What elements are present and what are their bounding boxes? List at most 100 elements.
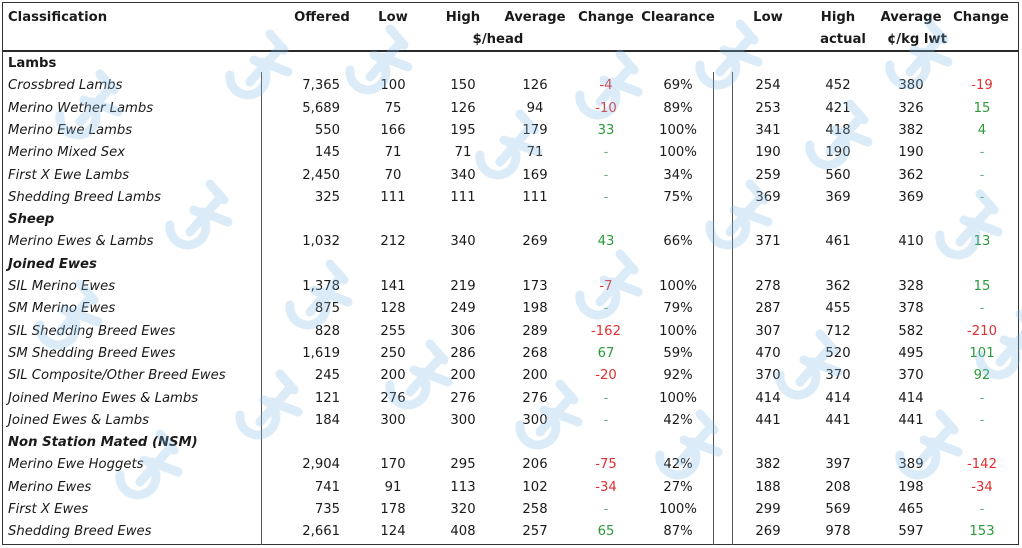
low-cell: 200 (380, 368, 406, 384)
high-kg-cell: 421 (825, 100, 851, 116)
change-cell: -34 (595, 479, 617, 495)
high-kg-cell: 190 (825, 145, 851, 161)
change-kg-cell: - (979, 412, 985, 428)
high-cell: 306 (450, 323, 476, 339)
offered-cell: 145 (314, 145, 340, 161)
low-cell: 70 (384, 167, 402, 183)
low-cell: 166 (380, 122, 406, 138)
change-cell: - (603, 390, 609, 406)
clearance-cell: 100% (659, 279, 697, 294)
low-kg-cell: 254 (755, 78, 781, 94)
column-divider-mid (713, 72, 714, 545)
average-cell: 200 (522, 368, 548, 384)
clearance-cell: 79% (663, 301, 693, 317)
low-kg-cell: 287 (755, 301, 781, 317)
clearance-cell: 27% (663, 479, 693, 495)
low-kg-cell: 371 (755, 234, 781, 250)
classification-cell: SM Shedding Breed Ewes (8, 345, 176, 361)
high-kg-cell: 560 (825, 167, 851, 183)
offered-cell: 1,619 (302, 345, 340, 361)
average-cell: 276 (522, 390, 548, 406)
classification-cell: First X Ewe Lambs (8, 167, 130, 183)
change-cell: -75 (595, 457, 617, 473)
high-cell: 408 (450, 524, 476, 540)
classification-cell: Shedding Breed Ewes (8, 524, 152, 540)
offered-cell: 550 (314, 122, 340, 138)
average-kg-cell: 326 (898, 100, 924, 116)
clearance-cell: 100% (659, 122, 697, 138)
high-kg-cell: 569 (825, 502, 851, 517)
high-cell: 150 (450, 78, 476, 94)
section-label: Sheep (8, 212, 55, 228)
header-low: Low (378, 10, 408, 25)
low-cell: 276 (380, 390, 406, 406)
average-kg-cell: 582 (898, 323, 924, 339)
low-kg-cell: 190 (755, 145, 781, 161)
classification-cell: Crossbred Lambs (8, 78, 123, 94)
high-cell: 71 (454, 145, 472, 161)
change-cell: - (603, 145, 609, 161)
section-label: Joined Ewes (8, 256, 97, 272)
low-kg-cell: 269 (755, 524, 781, 540)
low-kg-cell: 341 (755, 122, 781, 138)
header-clearance: Clearance (641, 10, 715, 25)
high-cell: 340 (450, 234, 476, 250)
high-kg-cell: 397 (825, 457, 851, 473)
low-kg-cell: 470 (755, 345, 781, 361)
average-kg-cell: 378 (898, 301, 924, 317)
change-kg-cell: -210 (967, 323, 997, 339)
low-kg-cell: 307 (755, 323, 781, 339)
low-cell: 300 (380, 412, 406, 428)
average-cell: 198 (522, 301, 548, 317)
change-kg-cell: 92 (973, 368, 991, 384)
change-cell: - (603, 167, 609, 183)
offered-cell: 1,032 (302, 234, 340, 250)
low-cell: 91 (384, 479, 402, 495)
offered-cell: 325 (314, 189, 340, 205)
clearance-cell: 87% (663, 524, 693, 540)
classification-cell: Joined Ewes & Lambs (8, 412, 149, 428)
header-average-kg: Average (880, 10, 942, 25)
change-cell: -7 (599, 279, 613, 294)
average-kg-cell: 198 (898, 479, 924, 495)
header-divider (2, 50, 1019, 52)
offered-cell: 245 (314, 368, 340, 384)
change-kg-cell: 4 (977, 122, 987, 138)
change-cell: -162 (591, 323, 621, 339)
high-kg-cell: 418 (825, 122, 851, 138)
high-cell: 113 (450, 479, 476, 495)
change-kg-cell: -19 (971, 78, 993, 94)
low-cell: 212 (380, 234, 406, 250)
average-cell: 300 (522, 412, 548, 428)
change-kg-cell: 153 (969, 524, 995, 540)
low-kg-cell: 441 (755, 412, 781, 428)
average-kg-cell: 369 (898, 189, 924, 205)
average-cell: 268 (522, 345, 548, 361)
change-kg-cell: 101 (969, 345, 995, 361)
offered-cell: 5,689 (302, 100, 340, 116)
clearance-cell: 100% (659, 502, 697, 517)
clearance-cell: 100% (659, 323, 697, 339)
section-label: Non Station Mated (NSM) (8, 435, 198, 451)
average-kg-cell: 382 (898, 122, 924, 138)
change-cell: - (603, 412, 609, 428)
classification-cell: SM Merino Ewes (8, 301, 116, 317)
average-kg-cell: 441 (898, 412, 924, 428)
header-high: High (445, 10, 481, 25)
clearance-cell: 59% (663, 345, 693, 361)
average-kg-cell: 328 (898, 279, 924, 294)
low-kg-cell: 382 (755, 457, 781, 473)
low-cell: 141 (380, 279, 406, 294)
header-low-kg: Low (753, 10, 783, 25)
low-kg-cell: 369 (755, 189, 781, 205)
high-kg-cell: 461 (825, 234, 851, 250)
column-divider-mid2 (732, 72, 733, 545)
change-kg-cell: -34 (971, 479, 993, 495)
average-cell: 269 (522, 234, 548, 250)
average-kg-cell: 362 (898, 167, 924, 183)
average-cell: 111 (522, 189, 548, 205)
offered-cell: 828 (314, 323, 340, 339)
average-kg-cell: 389 (898, 457, 924, 473)
offered-cell: 735 (314, 502, 340, 517)
high-cell: 200 (450, 368, 476, 384)
